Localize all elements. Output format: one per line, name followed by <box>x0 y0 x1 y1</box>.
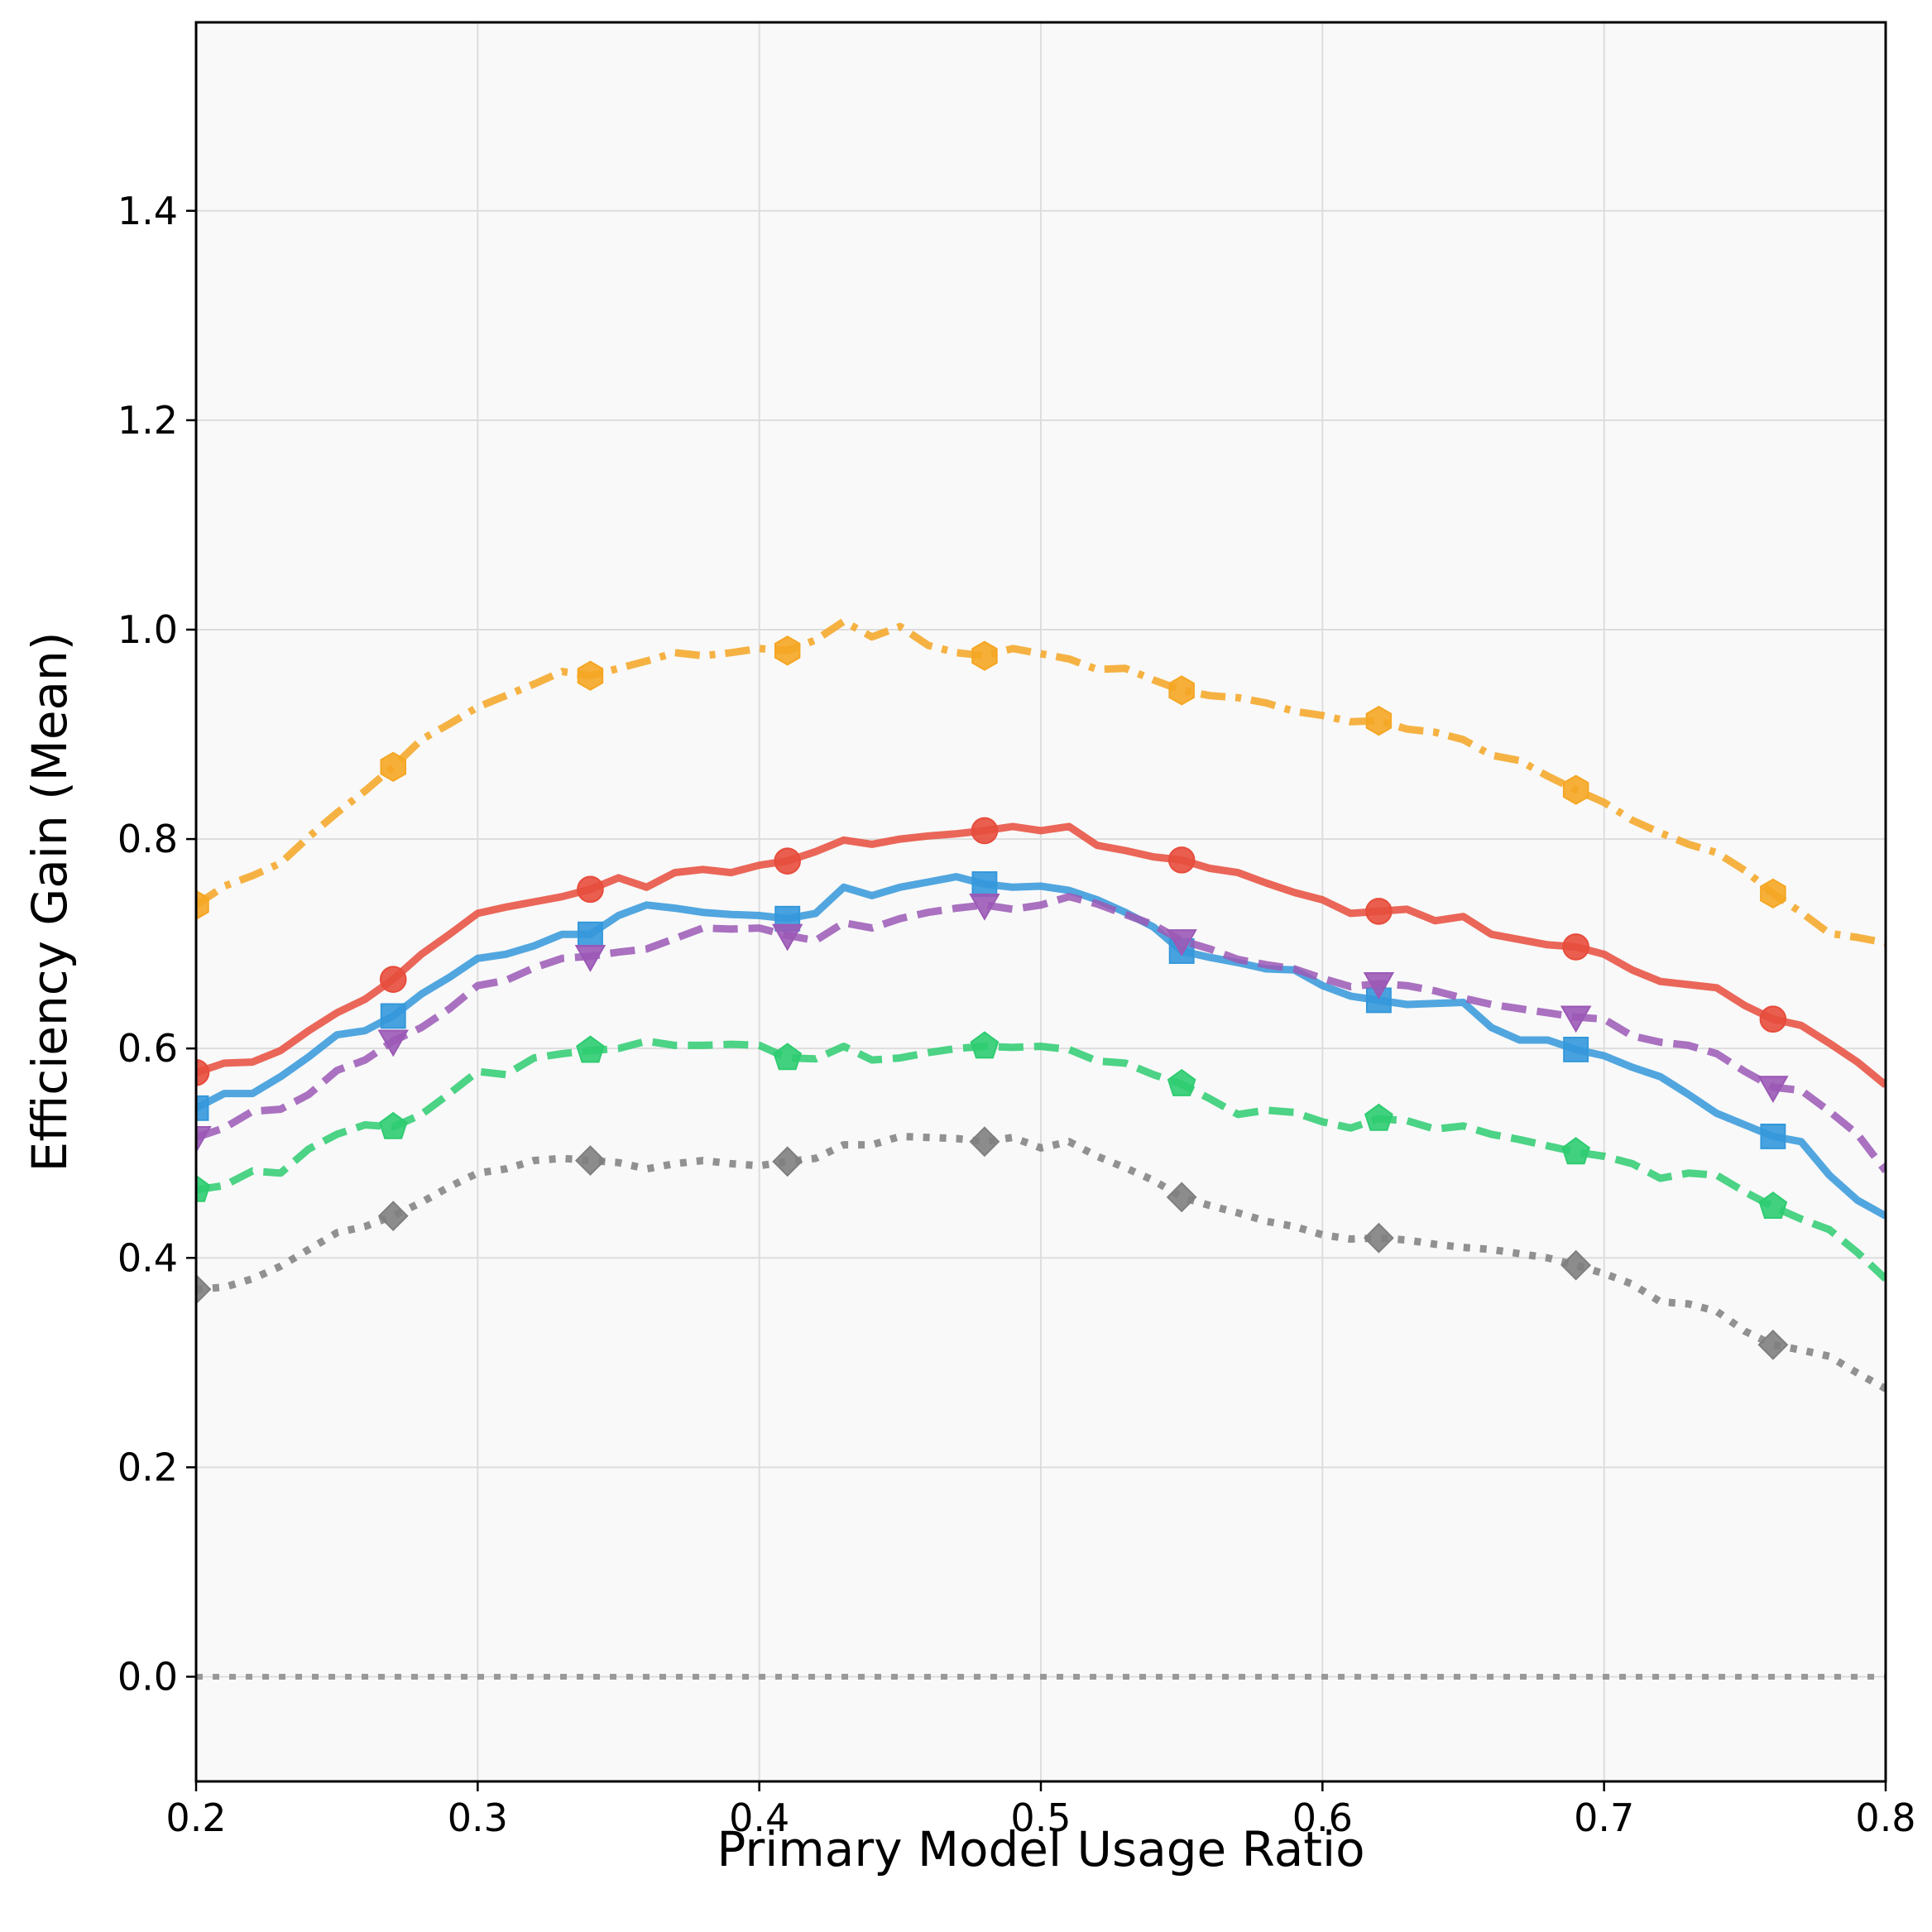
series-marker <box>1562 774 1589 805</box>
series-marker <box>1166 929 1197 956</box>
series-marker <box>1560 1005 1592 1033</box>
series-marker <box>1562 933 1589 961</box>
series-4 <box>196 893 1886 1173</box>
series-marker <box>1759 1005 1787 1033</box>
y-tick-label: 1.0 <box>117 607 178 652</box>
series-marker <box>773 1043 803 1071</box>
y-tick-label: 1.2 <box>117 398 178 443</box>
series-line <box>196 1037 1886 1282</box>
series-marker <box>377 1029 409 1057</box>
y-tick-label: 1.4 <box>117 189 178 233</box>
series-marker <box>576 1035 605 1063</box>
series-marker <box>378 1111 408 1139</box>
series-marker <box>1364 1103 1393 1131</box>
series-marker <box>1363 1222 1394 1254</box>
series-marker <box>196 1273 212 1305</box>
series-marker <box>196 889 209 920</box>
series-marker <box>1760 878 1786 909</box>
x-tick-label: 0.7 <box>1574 1795 1634 1840</box>
series-marker <box>574 945 606 972</box>
series-marker <box>1167 1068 1196 1096</box>
y-tick-label: 0.4 <box>117 1235 178 1280</box>
series-marker <box>1166 1182 1197 1213</box>
series-marker <box>1758 1191 1788 1219</box>
series-marker <box>970 1031 1000 1059</box>
x-tick-label: 0.5 <box>1010 1795 1071 1840</box>
series-marker <box>578 921 603 947</box>
series-line <box>196 617 1886 947</box>
series-5 <box>196 1031 1886 1282</box>
x-axis-ticks: 0.2 0.3 0.4 0.5 0.6 0.7 0.8 <box>165 1781 1916 1840</box>
series-marker <box>774 635 801 666</box>
y-axis-ticks: 0.0 0.2 0.4 0.6 0.8 1.0 1.2 1.4 <box>117 189 196 1699</box>
series-marker <box>379 966 407 993</box>
y-tick-label: 0.6 <box>117 1026 178 1071</box>
x-tick-label: 0.3 <box>448 1795 508 1840</box>
x-axis-label: Primary Model Usage Ratio <box>717 1821 1364 1877</box>
series-marker <box>969 1126 1000 1158</box>
series-marker <box>1757 1076 1789 1104</box>
series-marker <box>774 847 802 875</box>
series-marker <box>971 640 998 671</box>
series-marker <box>771 923 803 952</box>
series-group <box>196 617 1886 1393</box>
x-tick-label: 0.8 <box>1855 1795 1915 1840</box>
x-tick-label: 0.6 <box>1292 1795 1353 1840</box>
y-axis-label: Efficiency Gain (Mean) <box>22 632 78 1172</box>
x-tick-label: 0.2 <box>165 1795 226 1840</box>
series-marker <box>1365 705 1393 736</box>
series-marker <box>1760 1124 1786 1149</box>
series-marker <box>1363 971 1395 1000</box>
series-marker <box>971 871 998 897</box>
series-line <box>196 873 1886 1220</box>
series-marker <box>380 751 406 782</box>
series-marker <box>196 1125 212 1153</box>
series-2 <box>196 817 1886 1088</box>
series-marker <box>377 1201 409 1232</box>
series-marker <box>1365 898 1393 925</box>
series-marker <box>1560 1249 1592 1281</box>
y-tick-label: 0.8 <box>117 817 178 861</box>
x-tick-label: 0.4 <box>729 1795 789 1840</box>
series-6 <box>196 1126 1886 1393</box>
series-marker <box>772 1146 803 1177</box>
series-1 <box>196 617 1886 947</box>
series-marker <box>577 875 604 904</box>
y-tick-label: 0.0 <box>117 1654 178 1699</box>
series-marker <box>575 1145 606 1176</box>
series-marker <box>1563 1036 1589 1062</box>
series-marker <box>196 1174 211 1202</box>
series-marker <box>1168 675 1195 706</box>
series-marker <box>577 660 604 691</box>
series-marker <box>1167 846 1196 874</box>
series-line <box>196 893 1886 1173</box>
series-marker <box>1757 1329 1789 1360</box>
series-marker <box>380 1003 406 1029</box>
series-marker <box>1561 1137 1590 1165</box>
series-marker <box>196 1058 210 1086</box>
series-line <box>196 1133 1886 1393</box>
series-marker <box>969 894 1000 921</box>
y-tick-label: 0.2 <box>117 1445 178 1489</box>
series-marker <box>971 817 999 845</box>
series-line <box>196 822 1886 1088</box>
